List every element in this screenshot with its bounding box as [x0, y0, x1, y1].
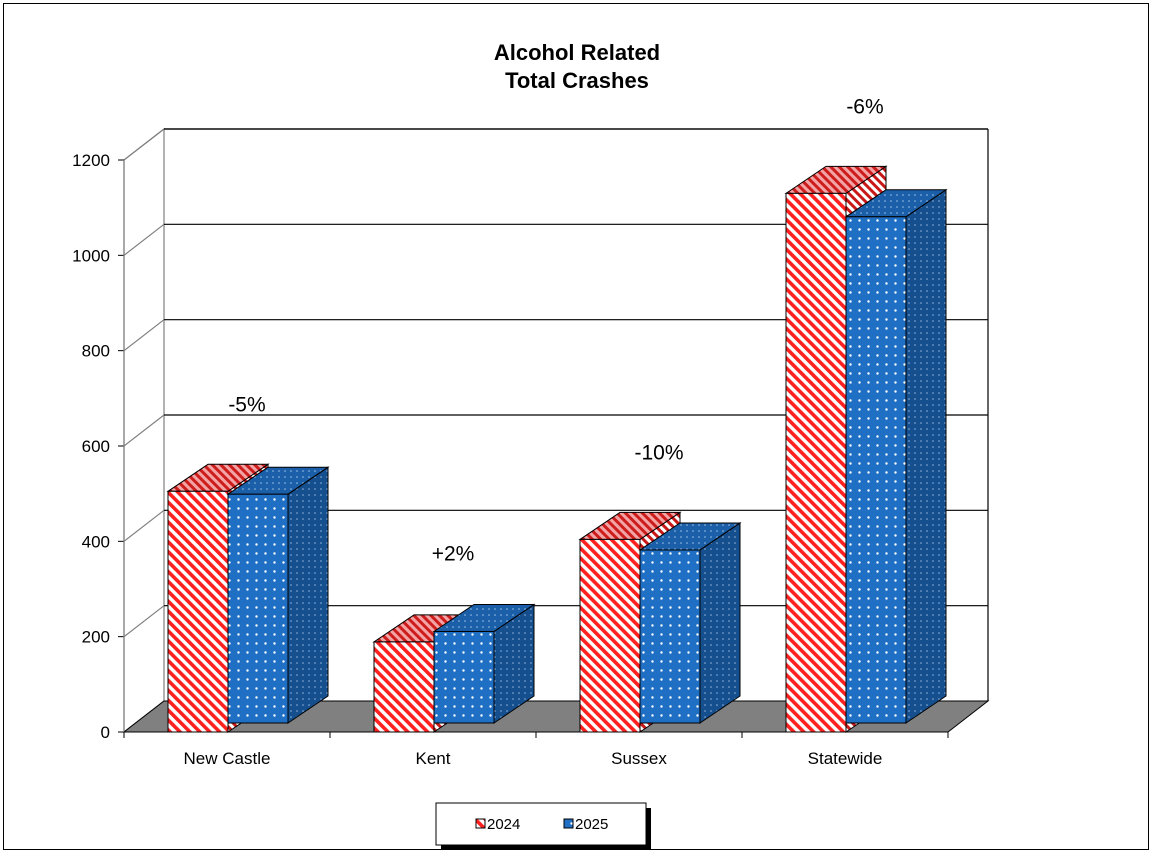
legend: 2024 2025 — [435, 802, 651, 850]
y-tick-label: 0 — [101, 723, 110, 742]
y-tick-label: 600 — [82, 437, 110, 456]
bar-front-face — [373, 641, 435, 733]
legend-item-2025: 2025 — [563, 816, 608, 833]
y-tick-label: 400 — [82, 532, 110, 551]
bar-sussex-2025 — [638, 522, 742, 724]
bar-front-face — [167, 490, 229, 733]
change-annotation: +2% — [432, 542, 475, 565]
y-tick-label: 1000 — [72, 246, 110, 265]
bar-front-face — [785, 192, 847, 733]
gridline-depth — [123, 128, 165, 161]
bar-side-face — [287, 466, 329, 724]
annotations: -5% +2% -10% -6% — [228, 95, 883, 565]
y-tick-label: 800 — [82, 342, 110, 361]
bar-front-face — [227, 493, 289, 724]
x-tick-label: Sussex — [611, 749, 667, 768]
bar-front-face — [845, 216, 907, 724]
gridline-depth — [123, 509, 165, 542]
category-labels: New Castle Kent Sussex Statewide — [184, 749, 883, 768]
legend-item-2024: 2024 — [475, 816, 520, 833]
x-tick-label: Statewide — [808, 749, 883, 768]
change-annotation: -10% — [634, 441, 683, 464]
change-annotation: -6% — [846, 95, 883, 118]
bar-statewide-2025 — [844, 188, 948, 724]
bar-front-face — [433, 630, 495, 724]
legend-swatch — [563, 818, 574, 829]
bar-front-face — [579, 538, 641, 733]
chart-title-line-1: Alcohol Related — [494, 40, 660, 65]
gridline-depth — [123, 319, 165, 352]
bar-side-face — [699, 522, 741, 724]
x-tick-label: Kent — [416, 749, 451, 768]
bar-front-face — [639, 549, 701, 724]
bars — [166, 165, 948, 733]
y-tick-label: 1200 — [72, 151, 110, 170]
y-tick-label: 200 — [82, 628, 110, 647]
gridline-depth — [123, 414, 165, 447]
legend-box — [435, 802, 647, 846]
chart-title-line-2: Total Crashes — [505, 68, 649, 93]
bar-kent-2025 — [432, 603, 536, 724]
bar-side-face — [905, 188, 947, 724]
x-tick-label: New Castle — [184, 749, 271, 768]
gridline-depth — [123, 605, 165, 638]
legend-swatch — [475, 818, 486, 829]
legend-label: 2024 — [487, 816, 520, 833]
bar-new-castle-2025 — [226, 466, 330, 724]
legend-label: 2025 — [575, 816, 608, 833]
gridline-depth — [123, 223, 165, 256]
change-annotation: -5% — [228, 393, 265, 416]
